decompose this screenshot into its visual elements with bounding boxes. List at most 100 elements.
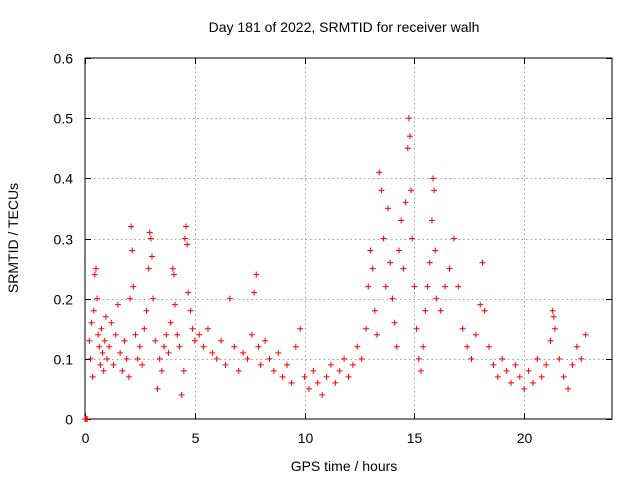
y-tick-label: 0.6 [54,51,74,67]
data-point [569,361,576,368]
data-point [178,391,185,398]
data-point [573,343,580,350]
data-point [240,349,247,356]
data-point [147,235,154,242]
x-tick-label: 15 [407,430,423,446]
data-point [560,373,567,380]
data-point [431,187,438,194]
y-tick-label: 0.5 [54,111,74,127]
data-point [163,331,170,338]
data-point [222,361,229,368]
data-point [134,355,141,362]
data-point [490,361,497,368]
data-point [279,373,286,380]
data-point [387,259,394,266]
data-point [156,355,163,362]
data-point [170,271,177,278]
data-points [82,115,589,422]
data-point [426,259,433,266]
data-point [204,325,211,332]
data-point [349,361,356,368]
y-tick-label: 0.4 [54,171,74,187]
data-point [382,283,389,290]
data-point [565,385,572,392]
data-point [248,331,255,338]
data-point [464,343,471,350]
data-point [354,343,361,350]
data-point [187,307,194,314]
data-point [174,331,181,338]
data-point [150,295,157,302]
data-point [226,295,233,302]
data-point [270,367,277,374]
data-point [374,331,381,338]
data-point [525,367,532,374]
data-point [367,247,374,254]
data-point [389,295,396,302]
y-tick-label: 0.2 [54,292,74,308]
data-point [172,301,179,308]
data-point [253,271,260,278]
data-point [380,235,387,242]
data-point [404,145,411,152]
data-point [468,355,475,362]
data-point [108,319,115,326]
x-tick-label: 0 [82,430,90,446]
data-point [165,349,172,356]
data-point [176,343,183,350]
x-axis-label: GPS time / hours [291,458,398,474]
data-point [117,349,124,356]
data-point [376,169,383,176]
data-point [110,361,117,368]
data-point [257,361,264,368]
data-point [507,379,514,386]
data-point [121,337,128,344]
data-point [556,355,563,362]
data-point [323,373,330,380]
data-point [92,265,99,272]
data-point [127,295,134,302]
data-point [114,301,121,308]
data-point [305,385,312,392]
data-point [529,379,536,386]
data-point [327,361,334,368]
data-point [391,319,398,326]
data-point [393,343,400,350]
data-point [433,295,440,302]
data-point [406,133,413,140]
data-point [358,355,365,362]
data-point [132,331,139,338]
data-point [181,235,188,242]
data-point [516,373,523,380]
data-point [479,259,486,266]
data-point [161,343,168,350]
data-point [112,331,119,338]
data-point [185,289,192,296]
data-point [200,343,207,350]
data-point [123,355,130,362]
data-point [218,337,225,344]
data-point [255,343,262,350]
y-tick-label: 0 [65,412,73,428]
data-point [262,337,269,344]
data-point [169,265,176,272]
data-point [332,379,339,386]
data-point [266,355,273,362]
x-tick-label: 5 [192,430,200,446]
data-point [297,325,304,332]
data-point [450,235,457,242]
data-point [90,307,97,314]
data-point [396,247,403,254]
data-point [578,355,585,362]
y-tick-label: 0.3 [54,232,74,248]
data-point [139,361,146,368]
data-point [369,265,376,272]
data-point [189,325,196,332]
data-point [88,319,95,326]
data-point [422,307,429,314]
data-point [486,343,493,350]
plot-frame [84,57,613,420]
axis-ticks [85,58,612,420]
data-point [251,289,258,296]
